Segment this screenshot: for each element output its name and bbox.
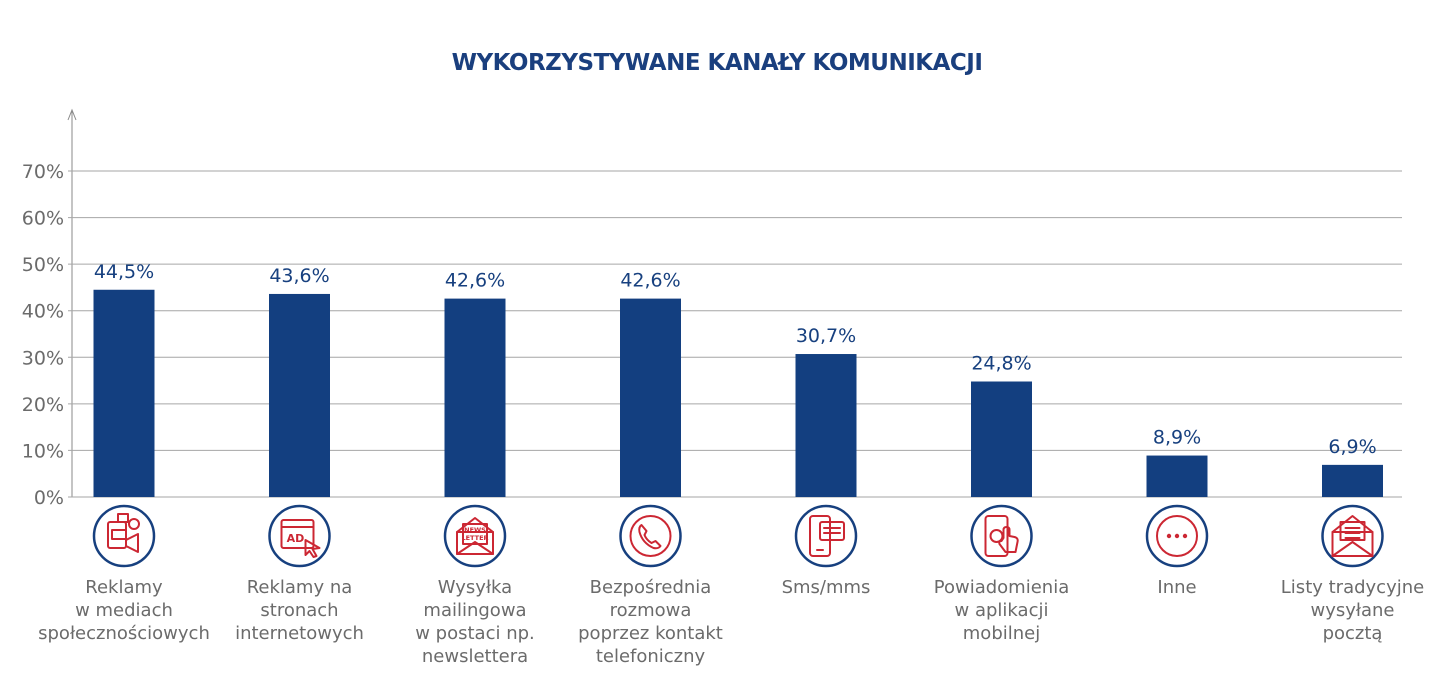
- y-tick-label: 0%: [34, 487, 64, 509]
- y-axis: [67, 108, 77, 497]
- y-tick-label: 10%: [22, 440, 64, 462]
- data-label: 43,6%: [269, 265, 329, 287]
- letter-icon: [1321, 504, 1384, 568]
- mobile-app-icon: [970, 504, 1033, 568]
- category-label: Inne: [1157, 577, 1196, 598]
- category-label: Listy tradycyjne wysyłane pocztą: [1281, 577, 1424, 644]
- data-label: 8,9%: [1153, 427, 1201, 449]
- social-media-icon: [92, 504, 156, 568]
- y-tick-label: 60%: [22, 208, 64, 230]
- y-axis-arrow: [67, 108, 77, 121]
- data-label: 44,5%: [94, 261, 154, 283]
- bar: [93, 289, 155, 497]
- chart-title: WYKORZYSTYWANE KANAŁY KOMUNIKACJI: [451, 50, 983, 76]
- more-icon: [1145, 504, 1209, 568]
- category-label: Bezpośrednia rozmowa poprzez kontakt telefo…: [578, 577, 723, 667]
- y-tick-label: 40%: [22, 301, 64, 323]
- newsletter-icon-text: LETTER: [461, 534, 488, 542]
- bar: [269, 293, 330, 497]
- bar: [620, 298, 681, 497]
- data-label: 42,6%: [620, 270, 680, 292]
- web-ad-icon: AD: [268, 504, 331, 568]
- y-tick-label: 30%: [22, 347, 64, 369]
- bar: [444, 298, 506, 497]
- data-label: 30,7%: [796, 325, 856, 347]
- category-label: Reklamy na stronach internetowych: [235, 577, 364, 644]
- category-label: Powiadomienia w aplikacji mobilnej: [934, 577, 1069, 644]
- sms-icon: [794, 504, 858, 568]
- category-label: Wysyłka mailingowa w postaci np. newsletter…: [415, 577, 535, 667]
- bar: [971, 381, 1032, 497]
- data-label: 24,8%: [971, 353, 1031, 375]
- web-ad-icon-text: AD: [287, 532, 305, 545]
- category-label: Sms/mms: [782, 577, 871, 598]
- y-tick-label: 70%: [22, 161, 64, 183]
- data-label: 6,9%: [1328, 436, 1376, 458]
- bar: [795, 354, 857, 497]
- bar: [1322, 464, 1383, 497]
- bar: [1146, 455, 1208, 497]
- newsletter-icon-text: NEWS: [464, 526, 486, 534]
- y-tick-label: 50%: [22, 254, 64, 276]
- category-label: Reklamy w mediach społecznościowych: [38, 577, 210, 644]
- y-tick-label: 20%: [22, 394, 64, 416]
- phone-icon: [619, 504, 682, 568]
- data-label: 42,6%: [445, 270, 505, 292]
